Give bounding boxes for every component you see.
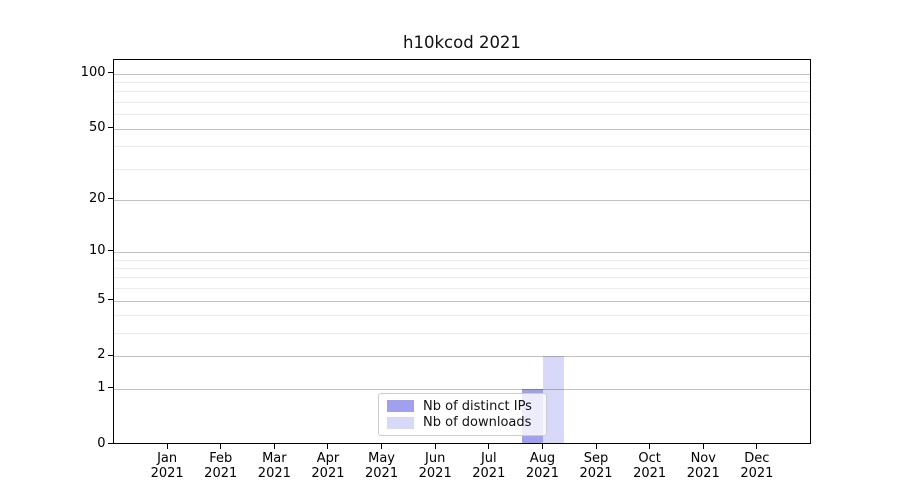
legend-swatch (387, 416, 414, 429)
legend-label: Nb of downloads (423, 415, 532, 431)
y-tick-label: 50 (88, 119, 106, 135)
x-tick-month: Sep (583, 450, 609, 466)
x-tick-label: Aug 2021 (511, 451, 573, 482)
x-tick-year: 2021 (686, 466, 720, 481)
y-tick-label: 20 (88, 190, 106, 206)
legend-swatch (387, 400, 414, 413)
y-tick-label: 10 (88, 242, 106, 258)
y-tick-label: 100 (80, 64, 106, 80)
x-tick-mark (488, 443, 490, 449)
x-tick-label: Jan 2021 (136, 451, 198, 482)
x-tick-month: Dec (744, 450, 770, 466)
x-tick-label: Feb 2021 (190, 451, 252, 482)
x-tick-mark (327, 443, 329, 449)
x-tick-year: 2021 (365, 466, 399, 481)
chart-title: h10kcod 2021 (403, 33, 521, 52)
x-tick-month: Apr (316, 450, 340, 466)
x-tick-year: 2021 (150, 466, 184, 481)
x-tick-label: Sep 2021 (565, 451, 627, 482)
x-tick-year: 2021 (472, 466, 506, 481)
x-tick-year: 2021 (257, 466, 291, 481)
x-tick-mark (273, 443, 275, 449)
x-tick-label: Jun 2021 (404, 451, 466, 482)
legend-label: Nb of distinct IPs (423, 398, 532, 414)
x-tick-month: Feb (209, 450, 233, 466)
plot-area (113, 59, 811, 444)
y-tick-mark (107, 198, 114, 200)
x-tick-mark (541, 443, 543, 449)
bars-layer (114, 60, 810, 444)
x-tick-mark (381, 443, 383, 449)
x-tick-year: 2021 (579, 466, 613, 481)
x-tick-label: May 2021 (351, 451, 413, 482)
x-tick-mark (702, 443, 704, 449)
legend-item: Nb of distinct IPs (387, 399, 538, 414)
x-tick-month: Mar (262, 450, 287, 466)
x-tick-year: 2021 (633, 466, 667, 481)
x-tick-mark (166, 443, 168, 449)
x-tick-label: Apr 2021 (297, 451, 359, 482)
x-tick-month: Jul (480, 450, 497, 466)
x-tick-mark (649, 443, 651, 449)
x-tick-year: 2021 (740, 466, 774, 481)
x-tick-year: 2021 (418, 466, 452, 481)
y-tick-mark (107, 250, 114, 252)
bar-downloads (542, 356, 564, 444)
x-tick-year: 2021 (311, 466, 345, 481)
y-tick-label: 1 (97, 379, 106, 395)
y-tick-mark (107, 127, 114, 129)
x-tick-mark (595, 443, 597, 449)
x-tick-label: Nov 2021 (672, 451, 734, 482)
y-tick-label: 5 (97, 291, 106, 307)
legend: Nb of distinct IPs Nb of downloads (378, 393, 547, 436)
x-tick-mark (220, 443, 222, 449)
x-tick-month: Jun (425, 450, 446, 466)
x-tick-label: Dec 2021 (726, 451, 788, 482)
x-tick-month: Aug (529, 450, 556, 466)
x-tick-month: May (368, 450, 395, 466)
legend-item: Nb of downloads (387, 415, 538, 430)
y-tick-mark (107, 443, 114, 444)
x-tick-month: Oct (638, 450, 661, 466)
y-tick-mark (107, 72, 114, 74)
x-tick-month: Jan (157, 450, 178, 466)
x-tick-mark (434, 443, 436, 449)
y-tick-mark (107, 354, 114, 356)
y-tick-label: 0 (97, 435, 106, 451)
x-tick-label: Mar 2021 (243, 451, 305, 482)
y-tick-label: 2 (97, 347, 106, 363)
x-tick-mark (756, 443, 758, 449)
y-tick-mark (107, 299, 114, 301)
x-tick-month: Nov (690, 450, 716, 466)
x-tick-year: 2021 (525, 466, 559, 481)
x-tick-label: Jul 2021 (458, 451, 520, 482)
x-tick-year: 2021 (204, 466, 238, 481)
x-tick-label: Oct 2021 (619, 451, 681, 482)
y-tick-mark (107, 387, 114, 389)
